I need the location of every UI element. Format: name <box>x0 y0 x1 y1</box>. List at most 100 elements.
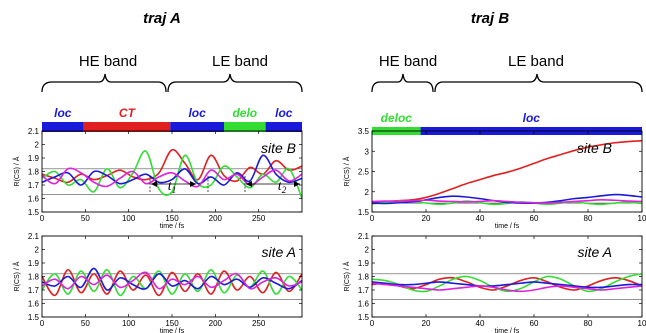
x-axis-label: time / fs <box>495 328 520 333</box>
y-axis-label: R(CS) / Å <box>342 261 351 291</box>
traj-a-site-a-plot: 1.5 1.6 1.7 1.8 1.9 2 2.1 0 50 100 150 200 250 time /… <box>12 232 303 333</box>
segment-3 <box>170 122 224 132</box>
segment-label-2: loc <box>523 111 541 125</box>
y-tick-label: 2 <box>365 246 370 255</box>
series-line-3 <box>371 281 643 289</box>
x-tick-label: 50 <box>81 214 90 223</box>
series-line-1 <box>41 268 303 297</box>
x-tick-label: 0 <box>40 319 45 328</box>
y-tick-label: 1.7 <box>28 181 40 190</box>
x-tick-label: 100 <box>122 319 136 328</box>
traj-b-le-band-label: LE band <box>508 53 564 70</box>
y-tick-label: 1.5 <box>358 208 370 217</box>
x-tick-label: 100 <box>122 214 136 223</box>
t2-label: t2 <box>278 179 287 195</box>
x-tick-label: 50 <box>81 319 90 328</box>
y-tick-label: 1.8 <box>28 168 40 177</box>
segment-label-4: delo <box>232 106 257 120</box>
y-axis-label: R(CS) / Å <box>342 156 351 186</box>
t2-annotation: t2 <box>244 176 300 195</box>
x-axis-label: time / fs <box>160 328 185 333</box>
x-axis-label: time / fs <box>495 223 520 230</box>
y-tick-label: 1.9 <box>358 259 370 268</box>
traj-b-he-band-label: HE band <box>379 53 437 70</box>
y-tick-label: 2.1 <box>358 232 370 241</box>
x-tick-label: 40 <box>476 214 485 223</box>
traj-b-site-a-plot: 1.5 1.6 1.7 1.8 1.9 2 2.1 0 20 40 60 80 10 time / fs R… <box>342 232 646 333</box>
y-tick-label: 3.5 <box>358 127 370 136</box>
y-tick-label: 1.9 <box>28 259 40 268</box>
series-line-3 <box>371 193 643 205</box>
traj-b-title: traj B <box>471 10 510 27</box>
t1-annotation: t1 <box>149 176 209 195</box>
x-tick-label: 10 <box>638 214 646 223</box>
traj-a-site-b-plot: 1.5 1.6 1.7 1.8 1.9 2 2.1 0 50 100 150 200 250 time /… <box>12 127 303 230</box>
series-line-4 <box>371 282 643 293</box>
x-tick-label: 60 <box>530 319 539 328</box>
segment-label-5: loc <box>275 106 293 120</box>
x-tick-label: 40 <box>476 319 485 328</box>
y-tick-label: 1.6 <box>358 300 370 309</box>
traj-b-he-band-brace <box>371 73 434 93</box>
y-tick-label: 2.1 <box>28 232 40 241</box>
series-line-1 <box>371 139 643 204</box>
traj-a-he-band-label: HE band <box>79 53 137 70</box>
segment-2 <box>83 122 171 132</box>
y-tick-label: 1.6 <box>28 195 40 204</box>
series-line-2 <box>41 268 303 297</box>
traj-a-he-band-brace <box>41 73 167 93</box>
x-tick-label: 250 <box>252 214 266 223</box>
series-line-4 <box>371 199 643 204</box>
traj-a-segment-bar: loc CT loc delo loc <box>42 106 302 132</box>
traj-a-title: traj A <box>143 10 181 27</box>
x-tick-label: 150 <box>165 319 179 328</box>
y-tick-label: 2 <box>365 188 370 197</box>
segment-label-3: loc <box>188 106 206 120</box>
t1-label: t1 <box>168 179 176 195</box>
series-line-4 <box>41 271 303 290</box>
y-tick-label: 2 <box>35 141 40 150</box>
y-tick-label: 1.7 <box>358 286 370 295</box>
y-tick-label: 2 <box>35 246 40 255</box>
x-tick-label: 200 <box>209 319 223 328</box>
y-tick-label: 1.6 <box>28 300 40 309</box>
site-label: site A <box>578 244 613 260</box>
segment-5 <box>265 122 302 132</box>
x-tick-label: 200 <box>209 214 223 223</box>
series-line-3 <box>41 154 303 186</box>
series-line-4 <box>41 167 303 188</box>
x-tick-label: 20 <box>422 214 431 223</box>
traj-a-le-band-label: LE band <box>212 53 268 70</box>
y-tick-label: 2.1 <box>28 127 40 136</box>
x-tick-label: 0 <box>370 319 375 328</box>
y-tick-label: 1.9 <box>28 154 40 163</box>
x-tick-label: 60 <box>530 214 539 223</box>
x-axis-label: time / fs <box>160 223 185 230</box>
segment-label-1: loc <box>54 106 72 120</box>
site-label: site B <box>261 140 296 156</box>
y-axis-label: R(CS) / Å <box>12 261 21 291</box>
y-axis-label: R(CS) / Å <box>12 156 21 186</box>
site-label: site B <box>577 140 612 156</box>
segment-label-2: CT <box>119 106 137 120</box>
y-tick-label: 1.5 <box>28 313 40 322</box>
x-tick-label: 150 <box>165 214 179 223</box>
x-tick-label: 250 <box>252 319 266 328</box>
y-tick-label: 1.8 <box>358 273 370 282</box>
traj-b-site-b-plot: 1.5 2 2.5 3 3.5 0 20 40 60 80 10 time / fs R(CS) / Å… <box>342 127 646 230</box>
x-tick-label: 0 <box>40 214 45 223</box>
y-tick-label: 2.5 <box>358 168 370 177</box>
y-tick-label: 3 <box>365 147 370 156</box>
series-line-3 <box>41 267 303 291</box>
traj-a-le-band-brace <box>167 73 303 93</box>
y-tick-label: 1.8 <box>28 273 40 282</box>
x-tick-label: 80 <box>584 214 593 223</box>
x-tick-label: 10 <box>638 319 646 328</box>
x-tick-label: 80 <box>584 319 593 328</box>
y-tick-label: 1.7 <box>28 286 40 295</box>
y-tick-label: 1.5 <box>358 313 370 322</box>
segment-1 <box>42 122 84 132</box>
y-tick-label: 1.5 <box>28 208 40 217</box>
site-label: site A <box>262 244 297 260</box>
